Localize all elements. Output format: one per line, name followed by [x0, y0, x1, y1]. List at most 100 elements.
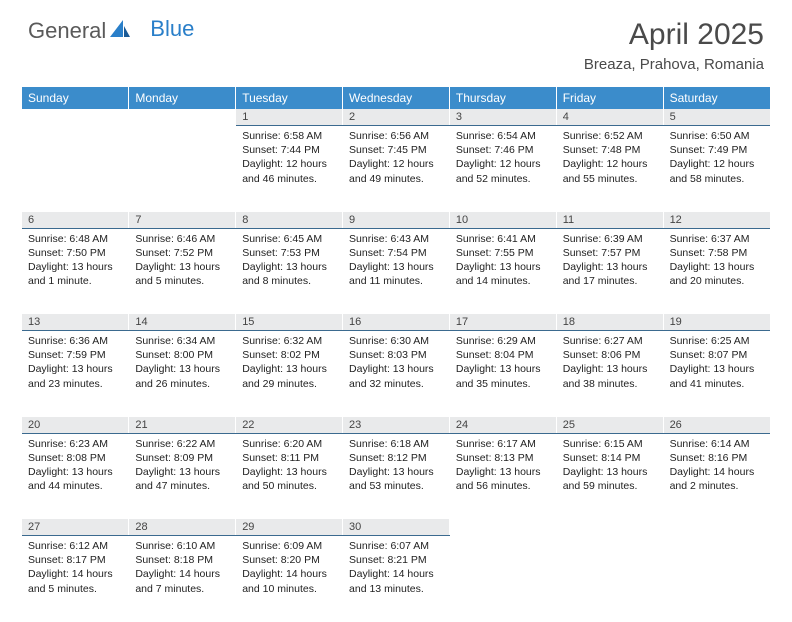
title-block: April 2025 Breaza, Prahova, Romania: [584, 18, 764, 73]
sunset-line: Sunset: 8:00 PM: [135, 348, 229, 362]
day-content-cell: Sunrise: 6:07 AMSunset: 8:21 PMDaylight:…: [343, 536, 450, 622]
day-content-cell: Sunrise: 6:20 AMSunset: 8:11 PMDaylight:…: [236, 433, 343, 519]
day-content-cell: Sunrise: 6:25 AMSunset: 8:07 PMDaylight:…: [663, 331, 770, 417]
sunset-line: Sunset: 8:18 PM: [135, 553, 229, 567]
calendar-table: SundayMondayTuesdayWednesdayThursdayFrid…: [22, 87, 770, 622]
daylight-line: Daylight: 14 hours and 7 minutes.: [135, 567, 229, 595]
day-content-cell: [449, 536, 556, 622]
sunset-line: Sunset: 7:49 PM: [670, 143, 764, 157]
daylight-line: Daylight: 13 hours and 17 minutes.: [563, 260, 657, 288]
daylight-line: Daylight: 13 hours and 50 minutes.: [242, 465, 336, 493]
day-number-cell: 15: [236, 314, 343, 331]
sunrise-line: Sunrise: 6:46 AM: [135, 232, 229, 246]
day-content-cell: Sunrise: 6:37 AMSunset: 7:58 PMDaylight:…: [663, 228, 770, 314]
sunrise-line: Sunrise: 6:10 AM: [135, 539, 229, 553]
day-number-cell: 30: [343, 519, 450, 536]
day-number-cell: 12: [663, 212, 770, 229]
day-number-cell: 17: [449, 314, 556, 331]
day-number-cell: 26: [663, 417, 770, 434]
sunset-line: Sunset: 8:20 PM: [242, 553, 336, 567]
daylight-line: Daylight: 13 hours and 38 minutes.: [563, 362, 657, 390]
sunset-line: Sunset: 8:13 PM: [456, 451, 550, 465]
sunrise-line: Sunrise: 6:56 AM: [349, 129, 443, 143]
daylight-line: Daylight: 13 hours and 35 minutes.: [456, 362, 550, 390]
daylight-line: Daylight: 13 hours and 41 minutes.: [670, 362, 764, 390]
day-number-cell: 10: [449, 212, 556, 229]
day-content-cell: Sunrise: 6:12 AMSunset: 8:17 PMDaylight:…: [22, 536, 129, 622]
daylight-line: Daylight: 13 hours and 11 minutes.: [349, 260, 443, 288]
day-number-cell: 14: [129, 314, 236, 331]
day-content-cell: [129, 126, 236, 212]
sunrise-line: Sunrise: 6:25 AM: [670, 334, 764, 348]
sunrise-line: Sunrise: 6:32 AM: [242, 334, 336, 348]
day-content-cell: Sunrise: 6:54 AMSunset: 7:46 PMDaylight:…: [449, 126, 556, 212]
day-number-cell: 5: [663, 109, 770, 126]
sunrise-line: Sunrise: 6:52 AM: [563, 129, 657, 143]
day-number-cell: 23: [343, 417, 450, 434]
day-number-cell: 8: [236, 212, 343, 229]
day-number-cell: 28: [129, 519, 236, 536]
day-content-cell: Sunrise: 6:18 AMSunset: 8:12 PMDaylight:…: [343, 433, 450, 519]
sunrise-line: Sunrise: 6:50 AM: [670, 129, 764, 143]
daylight-line: Daylight: 14 hours and 5 minutes.: [28, 567, 122, 595]
sunrise-line: Sunrise: 6:58 AM: [242, 129, 336, 143]
day-number-cell: 22: [236, 417, 343, 434]
sunrise-line: Sunrise: 6:45 AM: [242, 232, 336, 246]
header: General Blue April 2025 Breaza, Prahova,…: [0, 0, 792, 81]
day-number-cell: 20: [22, 417, 129, 434]
sunset-line: Sunset: 7:46 PM: [456, 143, 550, 157]
sunrise-line: Sunrise: 6:30 AM: [349, 334, 443, 348]
sunrise-line: Sunrise: 6:20 AM: [242, 437, 336, 451]
sunrise-line: Sunrise: 6:48 AM: [28, 232, 122, 246]
day-content-cell: Sunrise: 6:39 AMSunset: 7:57 PMDaylight:…: [556, 228, 663, 314]
sunset-line: Sunset: 7:55 PM: [456, 246, 550, 260]
daylight-line: Daylight: 13 hours and 8 minutes.: [242, 260, 336, 288]
day-number-cell: 9: [343, 212, 450, 229]
day-content-row: Sunrise: 6:58 AMSunset: 7:44 PMDaylight:…: [22, 126, 770, 212]
sunrise-line: Sunrise: 6:15 AM: [563, 437, 657, 451]
sunset-line: Sunset: 7:50 PM: [28, 246, 122, 260]
daylight-line: Daylight: 12 hours and 46 minutes.: [242, 157, 336, 185]
sunset-line: Sunset: 7:52 PM: [135, 246, 229, 260]
day-content-cell: Sunrise: 6:09 AMSunset: 8:20 PMDaylight:…: [236, 536, 343, 622]
day-content-cell: Sunrise: 6:27 AMSunset: 8:06 PMDaylight:…: [556, 331, 663, 417]
day-number-row: 12345: [22, 109, 770, 126]
sunset-line: Sunset: 8:16 PM: [670, 451, 764, 465]
sunrise-line: Sunrise: 6:07 AM: [349, 539, 443, 553]
daylight-line: Daylight: 13 hours and 53 minutes.: [349, 465, 443, 493]
sunset-line: Sunset: 8:21 PM: [349, 553, 443, 567]
logo-text-blue: Blue: [150, 16, 194, 42]
sunrise-line: Sunrise: 6:14 AM: [670, 437, 764, 451]
day-number-cell: 7: [129, 212, 236, 229]
day-number-cell: [449, 519, 556, 536]
sunset-line: Sunset: 7:58 PM: [670, 246, 764, 260]
sunset-line: Sunset: 7:48 PM: [563, 143, 657, 157]
day-number-cell: 25: [556, 417, 663, 434]
day-content-cell: Sunrise: 6:29 AMSunset: 8:04 PMDaylight:…: [449, 331, 556, 417]
daylight-line: Daylight: 12 hours and 49 minutes.: [349, 157, 443, 185]
daylight-line: Daylight: 13 hours and 1 minute.: [28, 260, 122, 288]
day-number-row: 20212223242526: [22, 417, 770, 434]
daylight-line: Daylight: 12 hours and 55 minutes.: [563, 157, 657, 185]
sunrise-line: Sunrise: 6:37 AM: [670, 232, 764, 246]
day-content-cell: Sunrise: 6:45 AMSunset: 7:53 PMDaylight:…: [236, 228, 343, 314]
day-content-cell: Sunrise: 6:43 AMSunset: 7:54 PMDaylight:…: [343, 228, 450, 314]
logo-text-general: General: [28, 18, 106, 44]
sunrise-line: Sunrise: 6:23 AM: [28, 437, 122, 451]
day-number-cell: 1: [236, 109, 343, 126]
day-content-cell: Sunrise: 6:30 AMSunset: 8:03 PMDaylight:…: [343, 331, 450, 417]
day-content-cell: Sunrise: 6:10 AMSunset: 8:18 PMDaylight:…: [129, 536, 236, 622]
day-content-cell: Sunrise: 6:52 AMSunset: 7:48 PMDaylight:…: [556, 126, 663, 212]
daylight-line: Daylight: 13 hours and 44 minutes.: [28, 465, 122, 493]
sunrise-line: Sunrise: 6:18 AM: [349, 437, 443, 451]
day-number-cell: 19: [663, 314, 770, 331]
sunrise-line: Sunrise: 6:27 AM: [563, 334, 657, 348]
sunset-line: Sunset: 8:17 PM: [28, 553, 122, 567]
day-content-cell: Sunrise: 6:58 AMSunset: 7:44 PMDaylight:…: [236, 126, 343, 212]
daylight-line: Daylight: 14 hours and 13 minutes.: [349, 567, 443, 595]
daylight-line: Daylight: 13 hours and 26 minutes.: [135, 362, 229, 390]
sunset-line: Sunset: 7:59 PM: [28, 348, 122, 362]
daylight-line: Daylight: 13 hours and 59 minutes.: [563, 465, 657, 493]
sunset-line: Sunset: 8:07 PM: [670, 348, 764, 362]
sunset-line: Sunset: 8:02 PM: [242, 348, 336, 362]
